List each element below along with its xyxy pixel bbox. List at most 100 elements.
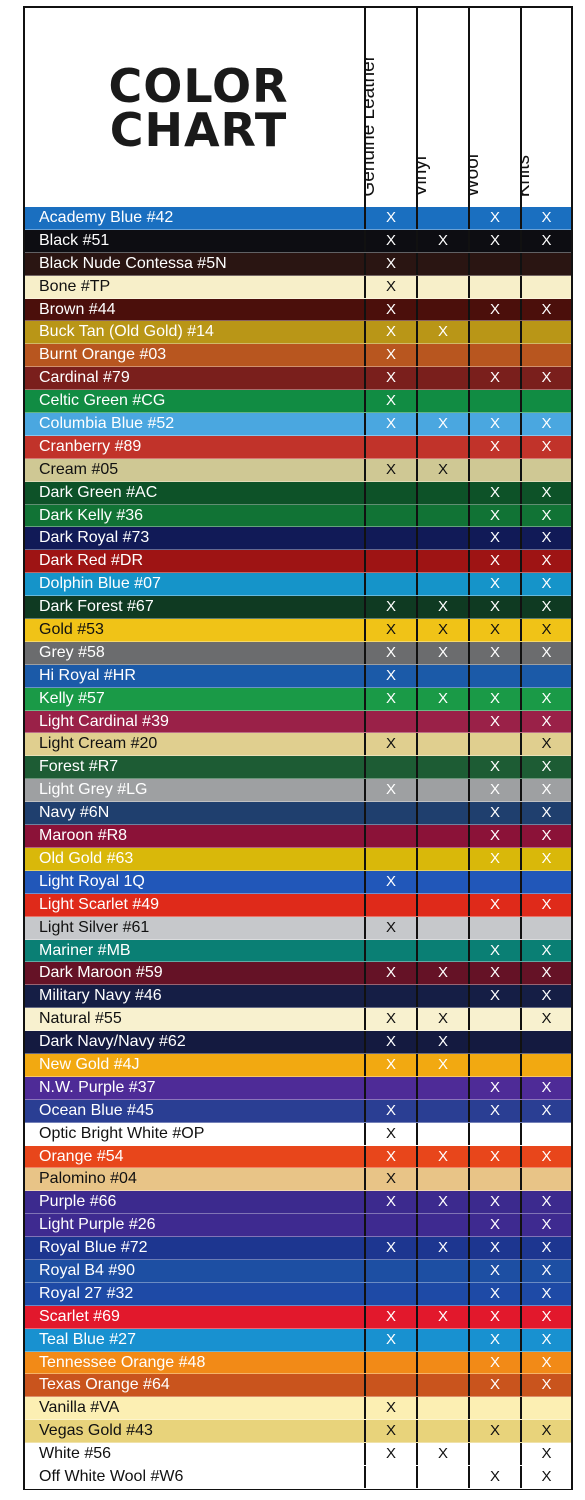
availability-cell: X [520, 619, 571, 641]
table-row: Dark Kelly #36 X X [25, 504, 571, 528]
table-row: Military Navy #46 X X [25, 985, 571, 1009]
availability-cell [416, 825, 468, 847]
color-name: Teal Blue #27 [39, 1330, 136, 1348]
availability-cell [364, 435, 416, 458]
table-row: Royal B4 #90 X X [25, 1259, 571, 1283]
availability-cell: X [520, 893, 571, 916]
availability-cell [520, 1397, 571, 1420]
color-name: Hi Royal #HR [39, 666, 136, 684]
color-name: Vegas Gold #43 [39, 1422, 153, 1440]
availability-cell: X [364, 1168, 416, 1191]
color-name: Orange #54 [39, 1147, 124, 1165]
availability-cell [520, 1122, 571, 1145]
table-row: Light Silver #61 X [25, 916, 571, 940]
availability-cell: X [364, 252, 416, 275]
color-name: Light Silver #61 [39, 918, 150, 936]
table-row: Purple #66 X X X X [25, 1191, 571, 1215]
table-row: Natural #55 X X X [25, 1008, 571, 1032]
table-row: Dolphin Blue #07 X X [25, 573, 571, 597]
table-row: Academy Blue #42 X X X [25, 207, 571, 230]
table-row: Dark Royal #73 X X [25, 527, 571, 551]
availability-cell [364, 847, 416, 870]
color-name: Old Gold #63 [39, 849, 134, 867]
availability-cell: X [364, 779, 416, 802]
column-header-vinyl: Vinyl [416, 8, 470, 207]
color-name: Dark Navy/Navy #62 [39, 1033, 186, 1051]
color-name: Black #51 [39, 231, 110, 249]
color-name: Scarlet #69 [39, 1307, 120, 1325]
column-label: Wool [468, 154, 483, 197]
color-name: Optic Bright White #OP [39, 1124, 205, 1142]
availability-cell [468, 321, 520, 344]
availability-cell [416, 939, 468, 962]
table-row: Mariner #MB X X [25, 939, 571, 963]
availability-cell [416, 1259, 468, 1282]
color-name: Vanilla #VA [39, 1399, 120, 1417]
table-row: Buck Tan (Old Gold) #14 X X [25, 321, 571, 345]
availability-cell: X [364, 1099, 416, 1122]
availability-cell: X [520, 847, 571, 870]
availability-cell: X [520, 962, 571, 985]
availability-cell: X [364, 458, 416, 481]
availability-cell: X [364, 664, 416, 687]
color-name: Off White Wool #W6 [39, 1467, 184, 1485]
table-row: Grey #58 X X X X [25, 641, 571, 665]
availability-cell: X [520, 550, 571, 573]
availability-cell [364, 1351, 416, 1374]
availability-cell: X [364, 870, 416, 893]
availability-cell [364, 1374, 416, 1397]
title-box: COLOR CHART [25, 8, 364, 207]
table-row: White #56 X X X [25, 1443, 571, 1466]
availability-cell [520, 870, 571, 893]
availability-cell [416, 916, 468, 939]
availability-cell: X [468, 985, 520, 1008]
availability-cell: X [468, 596, 520, 619]
color-name: Palomino #04 [39, 1170, 137, 1188]
color-name: Natural #55 [39, 1010, 122, 1028]
color-name: Cardinal #79 [39, 369, 130, 387]
availability-cell [416, 367, 468, 390]
color-name: Forest #R7 [39, 758, 119, 776]
availability-cell: X [468, 413, 520, 435]
table-row: Royal Blue #72 X X X X [25, 1237, 571, 1260]
availability-cell: X [520, 573, 571, 596]
availability-cell [416, 527, 468, 550]
table-row: Dark Green #AC X X [25, 481, 571, 505]
availability-cell: X [364, 687, 416, 710]
availability-cell [416, 779, 468, 802]
availability-cell: X [520, 985, 571, 1008]
availability-cell [416, 870, 468, 893]
table-row: Kelly #57 X X X X [25, 687, 571, 711]
availability-cell [364, 985, 416, 1008]
color-name: Celtic Green #CG [39, 392, 166, 410]
availability-cell: X [520, 687, 571, 710]
availability-cell [416, 1076, 468, 1099]
availability-cell: X [468, 527, 520, 550]
availability-cell: X [364, 413, 416, 435]
availability-cell: X [520, 1008, 571, 1031]
availability-cell [468, 275, 520, 298]
color-name: Royal 27 #32 [39, 1284, 134, 1302]
availability-cell [468, 458, 520, 481]
availability-cell: X [520, 825, 571, 847]
availability-cell [520, 344, 571, 367]
availability-cell: X [416, 458, 468, 481]
availability-cell: X [416, 1237, 468, 1259]
table-row: Light Purple #26 X X [25, 1214, 571, 1238]
availability-cell: X [520, 1099, 571, 1122]
availability-cell: X [364, 962, 416, 985]
availability-cell: X [520, 1328, 571, 1351]
availability-cell: X [416, 641, 468, 664]
availability-cell [364, 802, 416, 825]
color-chart: COLOR CHART Genuine Leather Vinyl Wool K… [23, 6, 573, 1490]
table-row: Vanilla #VA X [25, 1397, 571, 1421]
availability-cell: X [364, 1443, 416, 1465]
table-row: Light Royal 1Q X [25, 870, 571, 894]
availability-cell [520, 321, 571, 344]
availability-cell [416, 733, 468, 756]
color-name: Dark Kelly #36 [39, 506, 144, 524]
availability-cell [364, 710, 416, 733]
table-row: Maroon #R8 X X [25, 825, 571, 848]
availability-cell: X [416, 413, 468, 435]
availability-cell [416, 1282, 468, 1305]
